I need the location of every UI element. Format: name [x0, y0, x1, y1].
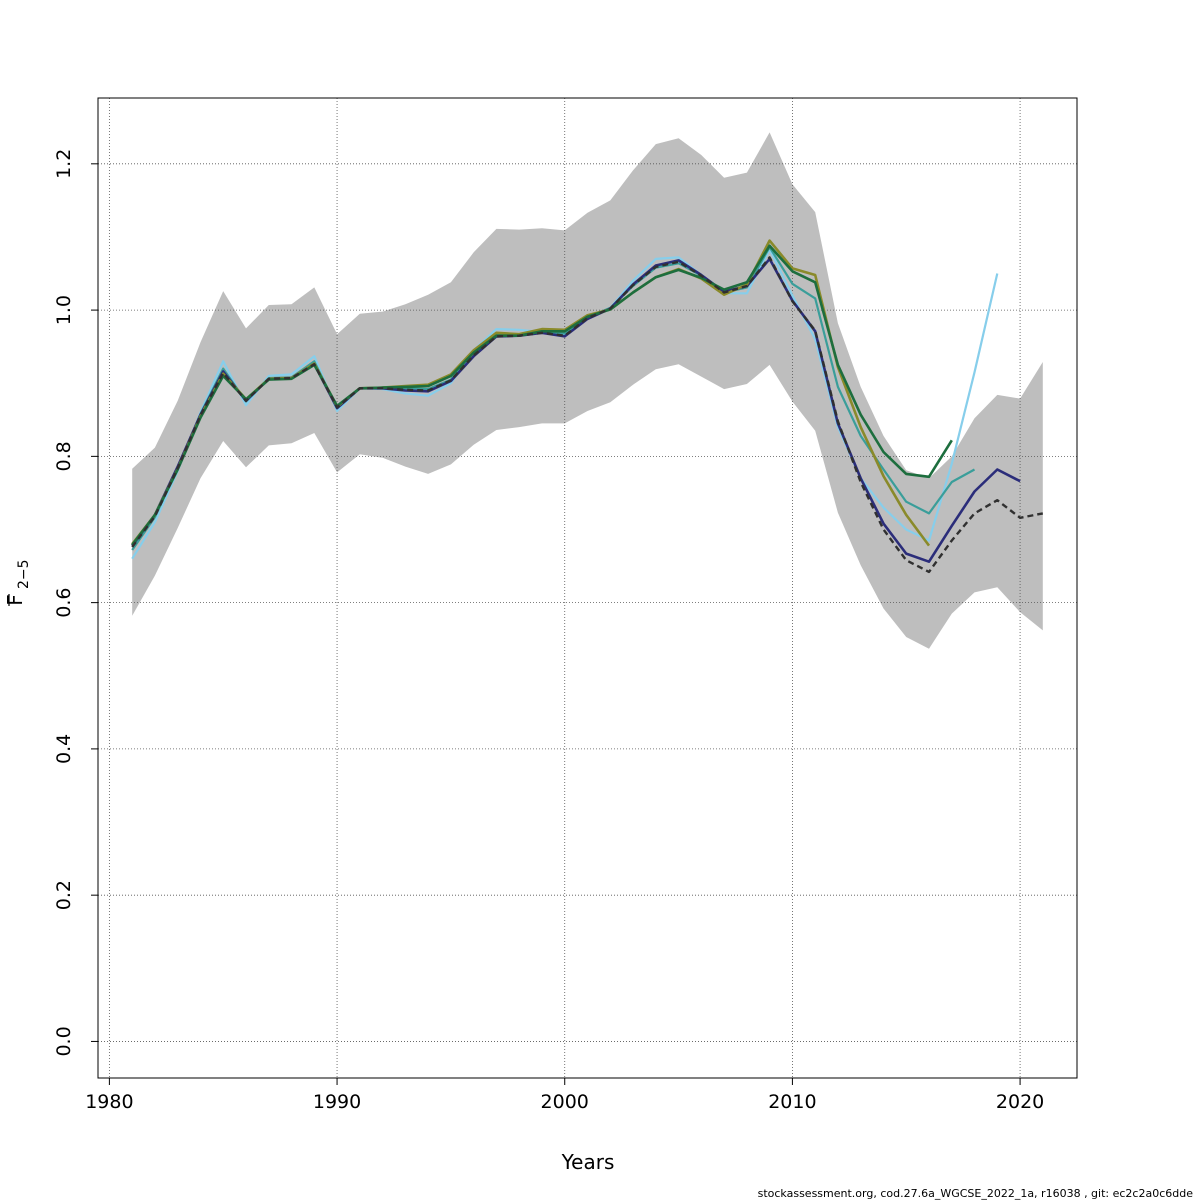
x-tick-label: 1980 — [85, 1091, 133, 1113]
x-tick-label: 2000 — [541, 1091, 589, 1113]
x-axis-title: Years — [561, 1150, 615, 1174]
y-tick-label: 0.6 — [53, 588, 75, 618]
grid-layer — [98, 98, 1077, 1078]
y-tick-label: 0.0 — [53, 1026, 75, 1056]
y-tick-label: 1.0 — [53, 295, 75, 325]
y-axis-title-subscript: 2−5 — [16, 559, 32, 589]
axis-layer: 1980 1990 2000 2010 2020 0.0 0.2 0.4 0.6 0.8 1.0 1.… — [53, 149, 1044, 1113]
x-tick-label: 2010 — [768, 1091, 816, 1113]
footer-source: stockassessment.org, cod.27.6a_WGCSE_202… — [758, 1187, 1194, 1200]
confidence-band — [132, 132, 1043, 649]
x-tick-label: 1990 — [313, 1091, 361, 1113]
y-axis-title: F 2−5 — [3, 559, 32, 606]
y-axis-title-main: F — [3, 594, 27, 606]
y-tick-label: 0.2 — [53, 880, 75, 910]
y-tick-label: 0.4 — [53, 734, 75, 764]
series-layer — [131, 239, 1044, 574]
y-tick-label: 0.8 — [53, 441, 75, 471]
x-tick-label: 2020 — [996, 1091, 1044, 1113]
plot-frame — [97, 97, 1078, 1079]
confidence-band-layer — [132, 132, 1043, 649]
series-line-6 — [131, 256, 1044, 574]
y-tick-label: 1.2 — [53, 149, 75, 179]
